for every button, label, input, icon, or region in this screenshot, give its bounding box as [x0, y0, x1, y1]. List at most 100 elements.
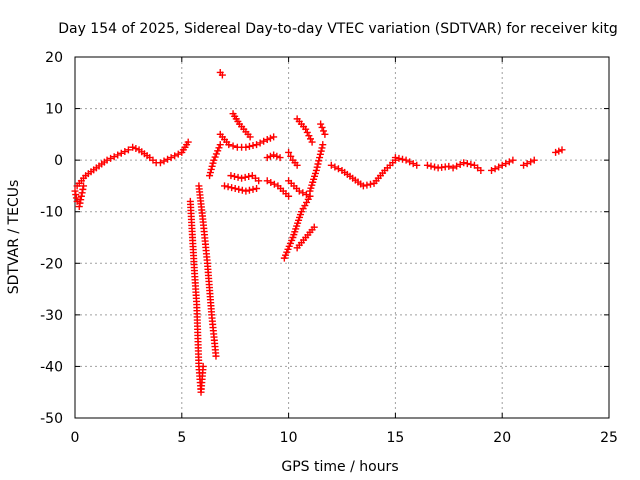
y-tick-label: -50: [40, 411, 63, 427]
data-point: [427, 162, 435, 170]
data-point: [199, 362, 207, 370]
data-point: [253, 141, 261, 149]
data-point: [246, 133, 254, 141]
y-axis-label: SDTVAR / TECUs: [6, 180, 22, 295]
data-point: [79, 185, 87, 193]
data-point: [76, 199, 84, 207]
data-point: [317, 120, 325, 128]
data-point: [253, 185, 261, 193]
data-point: [363, 181, 371, 189]
data-point: [498, 161, 506, 169]
data-point: [209, 159, 217, 167]
y-tick-label: 10: [45, 102, 63, 118]
data-point: [227, 172, 235, 180]
data-point: [117, 149, 125, 157]
data-point: [245, 172, 253, 180]
series-arc-i: [229, 110, 254, 141]
data-point: [302, 125, 310, 133]
series-arc-aa: [552, 146, 566, 156]
series-arc-g: [216, 68, 226, 79]
series-arc-d: [186, 197, 207, 396]
data-point: [303, 128, 311, 136]
y-tick-label: -10: [40, 205, 63, 221]
x-tick-label: 10: [280, 430, 298, 446]
data-point: [270, 133, 278, 141]
data-point: [399, 155, 407, 163]
data-point: [467, 160, 475, 168]
data-point: [160, 157, 168, 165]
data-point: [75, 203, 83, 211]
y-tick-label: 20: [45, 50, 63, 66]
data-point: [315, 157, 323, 165]
data-point: [263, 136, 271, 144]
data-layer: [71, 68, 566, 396]
data-point: [366, 180, 374, 188]
data-point: [255, 177, 263, 185]
series-arc-z: [520, 156, 538, 169]
data-point: [242, 143, 250, 151]
data-point: [241, 173, 249, 181]
data-point: [327, 161, 335, 169]
data-point: [245, 142, 253, 150]
data-point: [245, 186, 253, 194]
data-point: [285, 148, 293, 156]
data-point: [449, 164, 457, 172]
data-point: [266, 152, 274, 160]
data-point: [266, 134, 274, 142]
data-point: [319, 141, 327, 149]
data-point: [413, 161, 421, 169]
data-point: [207, 165, 215, 173]
data-point: [238, 174, 246, 182]
x-tick-label: 20: [493, 430, 511, 446]
data-point: [164, 155, 172, 163]
series-arc-p: [280, 192, 314, 262]
x-tick-label: 5: [177, 430, 186, 446]
data-point: [208, 162, 216, 170]
data-point: [527, 158, 535, 166]
data-point: [270, 180, 278, 188]
tick-label-layer: 0 5 10 15 20 25 -50 -40 -30 -20 -10 0 10 20: [40, 50, 618, 446]
data-point: [318, 144, 326, 152]
data-point: [221, 182, 229, 190]
data-point: [229, 142, 237, 150]
series-arc-n: [285, 148, 301, 169]
data-point: [395, 154, 403, 162]
plot-frame: [74, 56, 610, 419]
series-arc-r: [293, 115, 316, 146]
data-point: [267, 178, 275, 186]
series-arc-k: [221, 182, 261, 195]
data-point: [214, 147, 222, 155]
data-point: [319, 127, 327, 135]
data-point: [317, 147, 325, 155]
series-arc-a: [71, 182, 88, 211]
data-point: [72, 194, 80, 202]
data-point: [314, 160, 322, 168]
data-point: [502, 160, 510, 168]
data-point: [212, 150, 220, 158]
series-arc-s: [306, 141, 327, 195]
data-point: [463, 160, 471, 168]
tick-layer: [74, 56, 610, 419]
x-tick-label: 0: [71, 430, 80, 446]
data-point: [334, 165, 342, 173]
data-point: [308, 138, 316, 146]
data-point: [156, 159, 164, 167]
x-tick-label: 15: [386, 430, 404, 446]
data-point: [206, 169, 214, 177]
data-point: [124, 146, 132, 154]
y-tick-label: -20: [40, 256, 63, 272]
data-point: [287, 152, 295, 160]
data-point: [318, 123, 326, 131]
series-arc-t: [317, 120, 329, 138]
data-point: [445, 162, 453, 170]
data-point: [431, 163, 439, 171]
series-arc-h: [216, 130, 278, 151]
data-point: [495, 163, 503, 171]
data-point: [235, 185, 243, 193]
data-point: [423, 161, 431, 169]
data-point: [302, 191, 310, 199]
y-tick-label: -30: [40, 308, 63, 324]
data-point: [234, 173, 242, 181]
